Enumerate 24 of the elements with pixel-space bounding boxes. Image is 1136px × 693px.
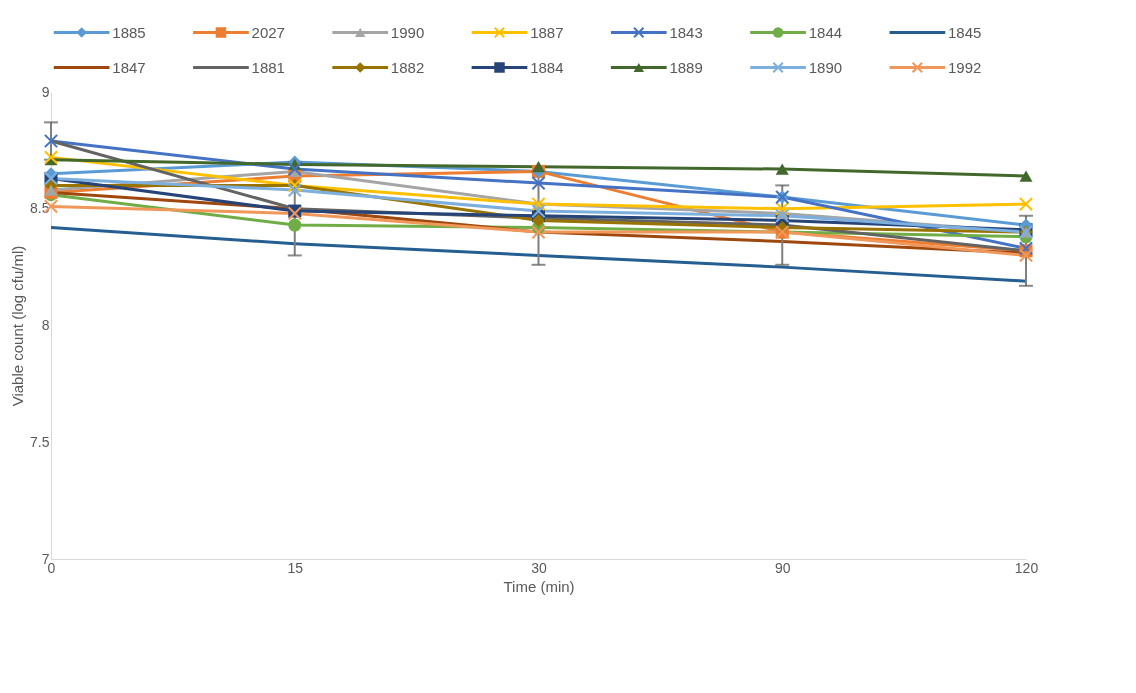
x-tick-label: 15: [287, 559, 304, 576]
legend-label: 1887: [530, 23, 564, 41]
legend-label: 1885: [112, 23, 146, 41]
x-axis-title: Time (min): [503, 577, 575, 595]
legend-label: 1990: [390, 23, 425, 41]
legend-label: 1884: [530, 58, 564, 76]
x-tick-label: 120: [1014, 559, 1039, 576]
y-tick-label: 8: [41, 317, 50, 333]
legend-label: 1890: [808, 58, 843, 76]
legend-label: 1845: [948, 23, 982, 41]
legend-label: 1992: [948, 58, 982, 76]
legend-label: 1847: [112, 58, 146, 76]
legend-label: 2027: [251, 23, 285, 41]
y-tick-label: 7.5: [30, 433, 50, 450]
legend-label: 1882: [390, 58, 425, 76]
x-tick-label: 30: [531, 559, 547, 576]
legend-label: 1844: [808, 23, 843, 41]
x-tick-label: 0: [47, 559, 56, 576]
y-axis-title: Viable count (log cfu/ml): [9, 245, 27, 407]
legend-label: 1843: [669, 23, 703, 41]
legend-label: 1889: [669, 58, 703, 76]
y-tick-label: 9: [41, 83, 50, 100]
x-tick-label: 90: [774, 559, 791, 576]
legend-label: 1881: [251, 58, 285, 76]
